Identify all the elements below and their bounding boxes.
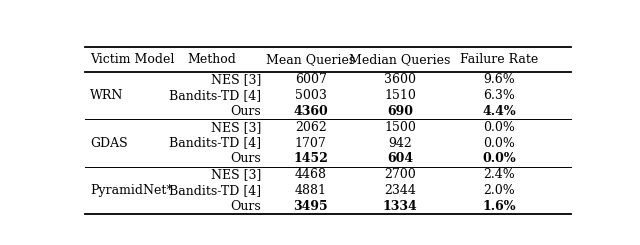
Text: 9.6%: 9.6% bbox=[483, 73, 515, 86]
Text: 3600: 3600 bbox=[384, 73, 416, 86]
Text: Ours: Ours bbox=[230, 200, 261, 213]
Text: 5003: 5003 bbox=[294, 89, 326, 102]
Text: 0.0%: 0.0% bbox=[483, 121, 515, 134]
Text: NES [3]: NES [3] bbox=[211, 73, 261, 86]
Text: 1.6%: 1.6% bbox=[483, 200, 516, 213]
Text: Bandits-TD [4]: Bandits-TD [4] bbox=[169, 136, 261, 149]
Text: Mean Queries: Mean Queries bbox=[266, 53, 355, 66]
Text: 4.4%: 4.4% bbox=[483, 105, 516, 118]
Text: 1510: 1510 bbox=[384, 89, 416, 102]
Text: 1500: 1500 bbox=[384, 121, 416, 134]
Text: 4360: 4360 bbox=[293, 105, 328, 118]
Text: Ours: Ours bbox=[230, 152, 261, 165]
Text: Method: Method bbox=[187, 53, 236, 66]
Text: NES [3]: NES [3] bbox=[211, 168, 261, 181]
Text: 942: 942 bbox=[388, 136, 412, 149]
Text: 2.0%: 2.0% bbox=[483, 184, 515, 197]
Text: 6.3%: 6.3% bbox=[483, 89, 515, 102]
Text: 1707: 1707 bbox=[295, 136, 326, 149]
Text: 2.4%: 2.4% bbox=[483, 168, 515, 181]
Text: 2062: 2062 bbox=[295, 121, 326, 134]
Text: WRN: WRN bbox=[90, 89, 124, 102]
Text: 1452: 1452 bbox=[293, 152, 328, 165]
Text: 4468: 4468 bbox=[294, 168, 326, 181]
Text: GDAS: GDAS bbox=[90, 136, 127, 149]
Text: PyramidNet*: PyramidNet* bbox=[90, 184, 173, 197]
Text: NES [3]: NES [3] bbox=[211, 121, 261, 134]
Text: 2700: 2700 bbox=[384, 168, 416, 181]
Text: Ours: Ours bbox=[230, 105, 261, 118]
Text: 0.0%: 0.0% bbox=[483, 136, 515, 149]
Text: Bandits-TD [4]: Bandits-TD [4] bbox=[169, 184, 261, 197]
Text: 3495: 3495 bbox=[293, 200, 328, 213]
Text: 6007: 6007 bbox=[294, 73, 326, 86]
Text: Median Queries: Median Queries bbox=[349, 53, 451, 66]
Text: 604: 604 bbox=[387, 152, 413, 165]
Text: 2344: 2344 bbox=[384, 184, 416, 197]
Text: 1334: 1334 bbox=[383, 200, 417, 213]
Text: 690: 690 bbox=[387, 105, 413, 118]
Text: Bandits-TD [4]: Bandits-TD [4] bbox=[169, 89, 261, 102]
Text: 0.0%: 0.0% bbox=[483, 152, 516, 165]
Text: Failure Rate: Failure Rate bbox=[460, 53, 538, 66]
Text: 4881: 4881 bbox=[294, 184, 326, 197]
Text: Victim Model: Victim Model bbox=[90, 53, 174, 66]
